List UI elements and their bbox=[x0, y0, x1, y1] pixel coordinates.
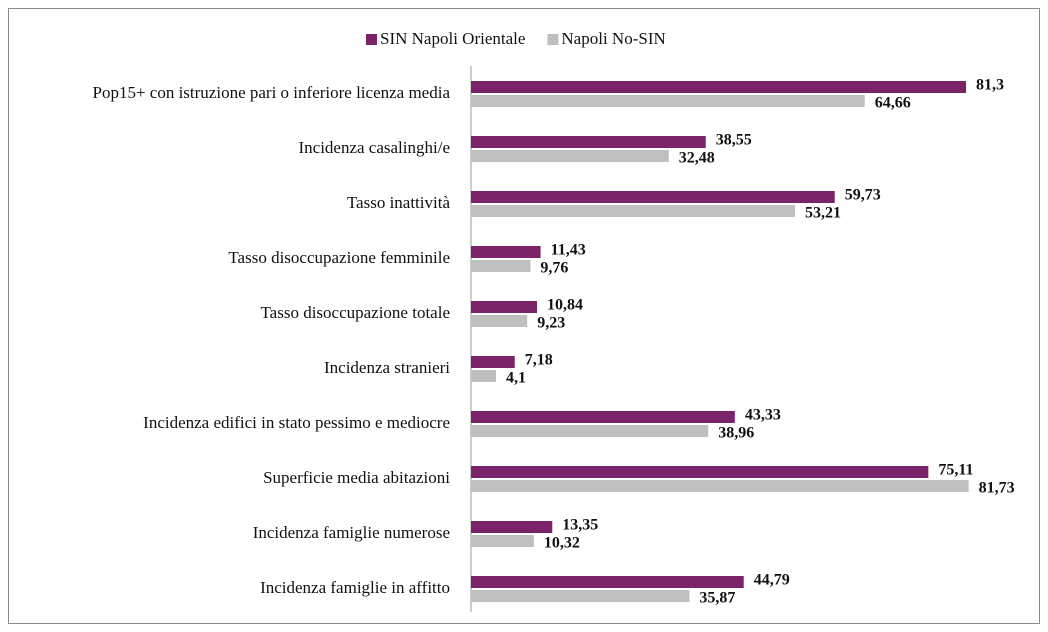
value-label: 10,32 bbox=[544, 535, 580, 552]
value-label: 10,84 bbox=[547, 297, 583, 314]
category-label: Incidenza famiglie in affitto bbox=[260, 578, 450, 597]
category-label: Incidenza stranieri bbox=[324, 358, 450, 377]
value-label: 43,33 bbox=[745, 407, 781, 424]
value-label: 9,23 bbox=[537, 315, 565, 332]
legend-swatch bbox=[547, 34, 559, 45]
legend-swatch bbox=[366, 34, 377, 45]
bar bbox=[471, 425, 709, 437]
value-label: 53,21 bbox=[805, 205, 841, 222]
value-label: 81,3 bbox=[976, 77, 1004, 94]
bar bbox=[471, 370, 496, 382]
bar bbox=[471, 576, 744, 588]
bar bbox=[471, 301, 538, 313]
value-label: 81,73 bbox=[979, 480, 1015, 497]
bar bbox=[471, 205, 795, 217]
bar bbox=[471, 590, 690, 602]
category-label: Incidenza edifici in stato pessimo e med… bbox=[143, 413, 450, 432]
value-label: 13,35 bbox=[562, 517, 598, 534]
value-label: 38,96 bbox=[718, 425, 754, 442]
bar bbox=[471, 191, 835, 203]
category-label: Tasso inattività bbox=[347, 193, 451, 212]
bar bbox=[471, 521, 553, 533]
value-label: 64,66 bbox=[875, 95, 911, 112]
bar bbox=[471, 315, 528, 327]
bar bbox=[471, 480, 969, 492]
value-label: 9,76 bbox=[540, 260, 568, 277]
value-label: 38,55 bbox=[716, 132, 752, 149]
bar bbox=[471, 95, 865, 107]
category-label: Incidenza casalinghi/e bbox=[298, 138, 450, 157]
bar bbox=[471, 535, 534, 547]
value-label: 32,48 bbox=[679, 150, 715, 167]
category-label: Superficie media abitazioni bbox=[263, 468, 450, 487]
bar bbox=[471, 136, 706, 148]
value-label: 44,79 bbox=[754, 572, 790, 589]
legend-label: SIN Napoli Orientale bbox=[380, 29, 525, 48]
category-label: Incidenza famiglie numerose bbox=[253, 523, 450, 542]
bar bbox=[471, 466, 929, 478]
value-label: 59,73 bbox=[845, 187, 881, 204]
value-label: 7,18 bbox=[525, 352, 553, 369]
value-label: 75,11 bbox=[938, 462, 973, 479]
bar bbox=[471, 411, 735, 423]
bar bbox=[471, 356, 515, 368]
category-label: Tasso disoccupazione femminile bbox=[228, 248, 450, 267]
bar bbox=[471, 150, 669, 162]
value-label: 11,43 bbox=[551, 242, 586, 259]
bar bbox=[471, 246, 541, 258]
category-label: Pop15+ con istruzione pari o inferiore l… bbox=[93, 83, 451, 102]
value-label: 4,1 bbox=[506, 370, 526, 387]
category-label: Tasso disoccupazione totale bbox=[260, 303, 450, 322]
bar bbox=[471, 81, 967, 93]
bar bbox=[471, 260, 531, 272]
legend-label: Napoli No-SIN bbox=[561, 29, 665, 48]
value-label: 35,87 bbox=[699, 590, 735, 607]
